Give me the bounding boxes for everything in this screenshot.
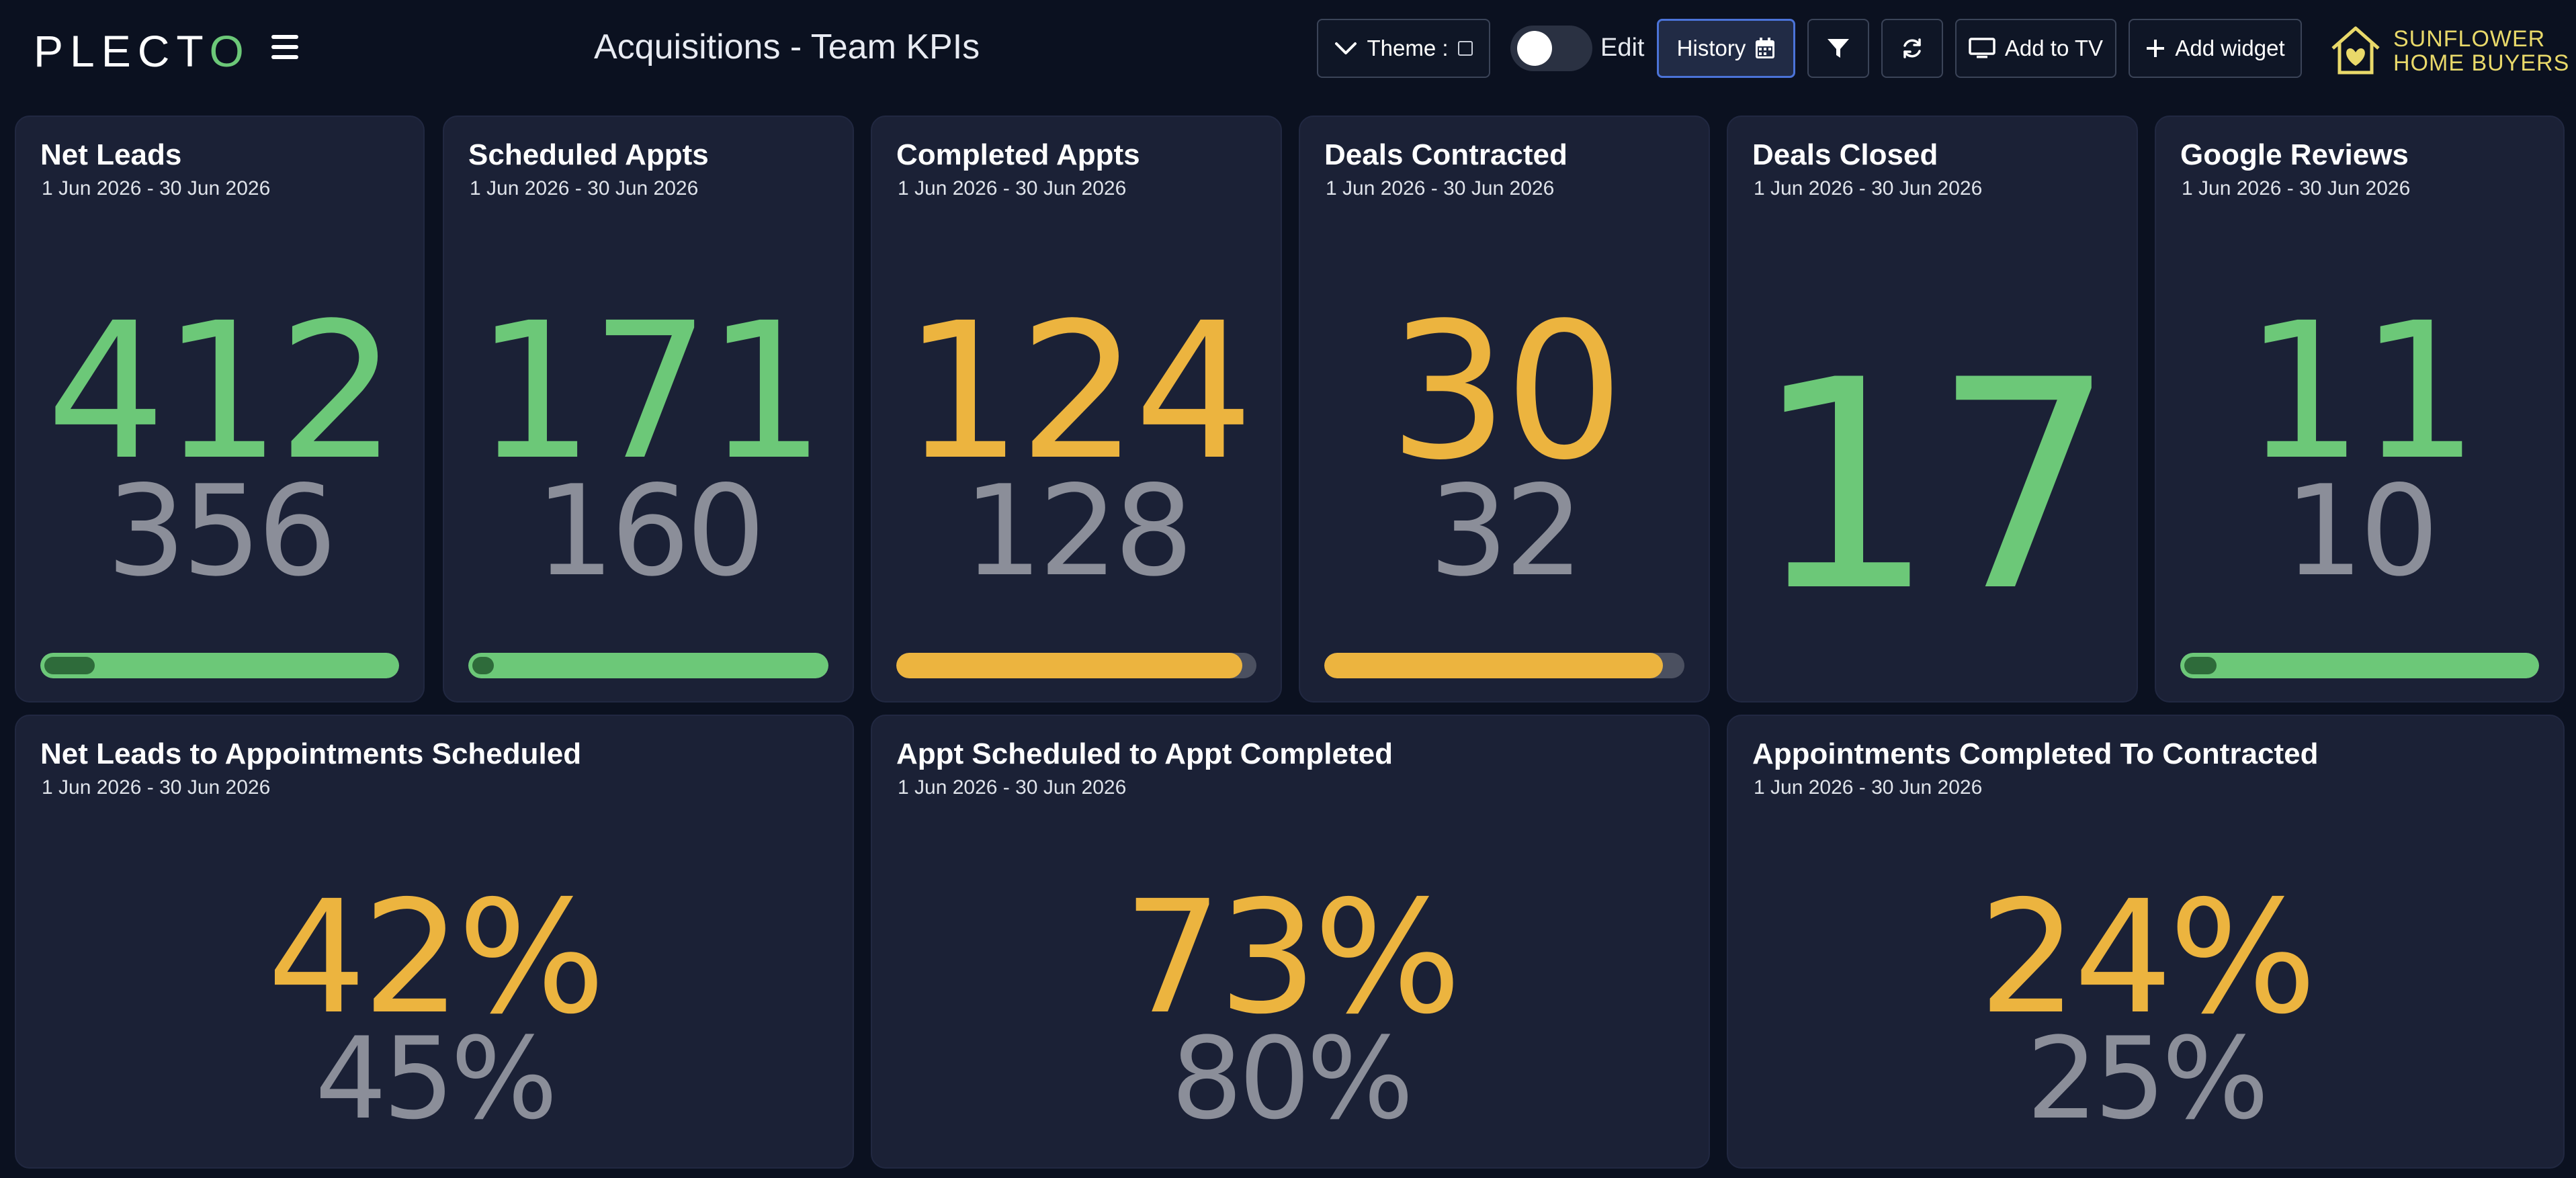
widget-completed-to-contracted[interactable]: Appointments Completed To Contracted 1 J… xyxy=(1727,715,2565,1169)
previous-marker xyxy=(472,657,495,674)
widget-google-reviews[interactable]: Google Reviews 1 Jun 2026 - 30 Jun 2026 … xyxy=(2155,116,2565,703)
dashboard-title: Acquisitions - Team KPIs xyxy=(594,28,980,66)
plus-icon xyxy=(2147,40,2165,57)
theme-button[interactable]: Theme : xyxy=(1317,19,1490,78)
progress-bar xyxy=(896,653,1256,678)
widget-net-leads[interactable]: Net Leads 1 Jun 2026 - 30 Jun 2026 412 3… xyxy=(15,116,425,703)
refresh-icon xyxy=(1903,38,1921,58)
previous-value: 356 xyxy=(106,458,337,604)
widget-scheduled-appts[interactable]: Scheduled Appts 1 Jun 2026 - 30 Jun 2026… xyxy=(443,116,854,703)
widget-period: 1 Jun 2026 - 30 Jun 2026 xyxy=(1754,177,1983,199)
widget-title: Deals Contracted xyxy=(1324,138,1568,171)
house-heart-icon xyxy=(2331,26,2380,75)
current-value: 124 xyxy=(902,283,1254,502)
history-button[interactable]: History xyxy=(1657,19,1795,78)
previous-value: 45% xyxy=(314,1013,558,1144)
edit-label: Edit xyxy=(1600,34,1645,62)
current-value: 17 xyxy=(1752,319,2116,655)
current-value: 24% xyxy=(1978,867,2317,1048)
previous-value: 32 xyxy=(1428,458,1584,604)
previous-value: 10 xyxy=(2284,458,2440,604)
history-label: History xyxy=(1676,36,1746,60)
previous-marker xyxy=(44,657,95,674)
toggle-knob xyxy=(1517,31,1552,66)
progress-bar xyxy=(40,653,399,678)
widget-deals-closed[interactable]: Deals Closed 1 Jun 2026 - 30 Jun 2026 17 xyxy=(1727,116,2138,703)
previous-value: 25% xyxy=(2026,1013,2269,1144)
add-to-tv-label: Add to TV xyxy=(2004,36,2104,60)
current-value: 73% xyxy=(1123,867,1462,1048)
current-value: 42% xyxy=(267,867,606,1048)
widget-period: 1 Jun 2026 - 30 Jun 2026 xyxy=(42,776,271,799)
widget-period: 1 Jun 2026 - 30 Jun 2026 xyxy=(2182,177,2411,199)
current-value: 171 xyxy=(474,283,826,502)
widget-completed-appts[interactable]: Completed Appts 1 Jun 2026 - 30 Jun 2026… xyxy=(871,116,1282,703)
widget-scheduled-to-completed[interactable]: Appt Scheduled to Appt Completed 1 Jun 2… xyxy=(871,715,1710,1169)
widget-period: 1 Jun 2026 - 30 Jun 2026 xyxy=(898,776,1127,799)
brand-name: SUNFLOWER HOME BUYERS xyxy=(2393,26,2570,76)
widget-period: 1 Jun 2026 - 30 Jun 2026 xyxy=(42,177,271,199)
monitor-icon xyxy=(1969,38,1995,58)
current-value: 412 xyxy=(46,283,397,502)
previous-value: 80% xyxy=(1170,1013,1414,1144)
current-value: 30 xyxy=(1388,283,1624,502)
progress-fill xyxy=(1324,653,1663,678)
edit-toggle[interactable] xyxy=(1510,26,1592,71)
widget-title: Appointments Completed To Contracted xyxy=(1752,737,2319,770)
logo-accent: O xyxy=(209,26,251,76)
current-value: 11 xyxy=(2243,283,2479,502)
widget-deals-contracted[interactable]: Deals Contracted 1 Jun 2026 - 30 Jun 202… xyxy=(1299,116,1710,703)
previous-value: 128 xyxy=(963,458,1193,604)
filter-button[interactable] xyxy=(1807,19,1869,78)
widget-title: Appt Scheduled to Appt Completed xyxy=(896,737,1393,770)
filter-icon xyxy=(1828,39,1849,58)
progress-bar xyxy=(1324,653,1684,678)
logo-text: PLECT xyxy=(34,26,210,76)
add-widget-button[interactable]: Add widget xyxy=(2129,19,2302,78)
widget-title: Net Leads xyxy=(40,138,182,171)
widget-period: 1 Jun 2026 - 30 Jun 2026 xyxy=(1326,177,1555,199)
refresh-button[interactable] xyxy=(1881,19,1943,78)
widget-period: 1 Jun 2026 - 30 Jun 2026 xyxy=(1754,776,1983,799)
top-bar: PLECTO Acquisitions - Team KPIs Theme : … xyxy=(0,0,2576,101)
widget-title: Scheduled Appts xyxy=(468,138,709,171)
chevron-down-icon xyxy=(1335,42,1357,54)
progress-fill xyxy=(896,653,1242,678)
previous-marker xyxy=(2184,657,2217,674)
widget-title: Google Reviews xyxy=(2180,138,2409,171)
progress-fill xyxy=(2180,653,2539,678)
widget-title: Net Leads to Appointments Scheduled xyxy=(40,737,582,770)
previous-value: 160 xyxy=(535,458,765,604)
widget-title: Completed Appts xyxy=(896,138,1140,171)
theme-checkbox[interactable] xyxy=(1457,41,1473,56)
add-to-tv-button[interactable]: Add to TV xyxy=(1955,19,2116,78)
progress-fill xyxy=(40,653,399,678)
widget-title: Deals Closed xyxy=(1752,138,1938,171)
widget-leads-to-appointments[interactable]: Net Leads to Appointments Scheduled 1 Ju… xyxy=(15,715,854,1169)
widget-period: 1 Jun 2026 - 30 Jun 2026 xyxy=(898,177,1127,199)
progress-bar xyxy=(2180,653,2539,678)
add-widget-label: Add widget xyxy=(2175,36,2285,60)
hamburger-icon[interactable] xyxy=(271,35,298,59)
plecto-logo[interactable]: PLECTO xyxy=(34,26,251,77)
widget-period: 1 Jun 2026 - 30 Jun 2026 xyxy=(470,177,699,199)
theme-label: Theme : xyxy=(1367,36,1449,60)
progress-bar xyxy=(468,653,828,678)
progress-fill xyxy=(468,653,828,678)
sunflower-brand-logo: SUNFLOWER HOME BUYERS xyxy=(2329,23,2569,77)
calendar-icon xyxy=(1756,38,1775,58)
